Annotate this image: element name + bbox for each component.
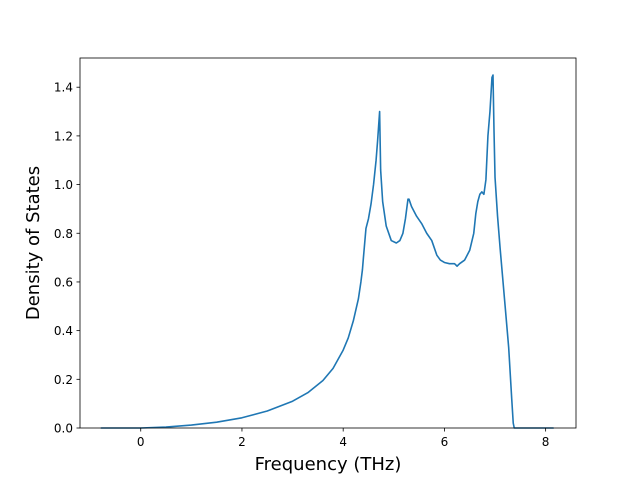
- axes-frame: [79, 57, 577, 429]
- x-tick-label: 2: [238, 435, 246, 449]
- series-layer: [100, 74, 555, 429]
- y-tick-label: 1.4: [54, 81, 73, 95]
- x-axis-label: Frequency (THz): [255, 454, 402, 475]
- axes-layer: 0 2 4 6 8 0.0 0.2 0.4 0.6 0.8 1.0 1.2 1.4: [54, 81, 550, 449]
- y-tick-label: 1.0: [54, 178, 73, 192]
- x-tick-label: 8: [542, 435, 550, 449]
- x-tick-label: 0: [137, 435, 145, 449]
- x-tick-label: 6: [441, 435, 449, 449]
- y-axis-label: Density of States: [23, 166, 44, 320]
- y-tick-label: 0.0: [54, 422, 73, 436]
- y-tick-label: 0.2: [54, 373, 73, 387]
- y-tick-label: 0.6: [54, 275, 73, 289]
- y-tick-label: 1.2: [54, 129, 73, 143]
- plot-area: [80, 58, 576, 428]
- y-tick-label: 0.4: [54, 324, 73, 338]
- y-tick-label: 0.8: [54, 227, 73, 241]
- x-tick-label: 4: [339, 435, 347, 449]
- dos-series-line: [100, 74, 555, 429]
